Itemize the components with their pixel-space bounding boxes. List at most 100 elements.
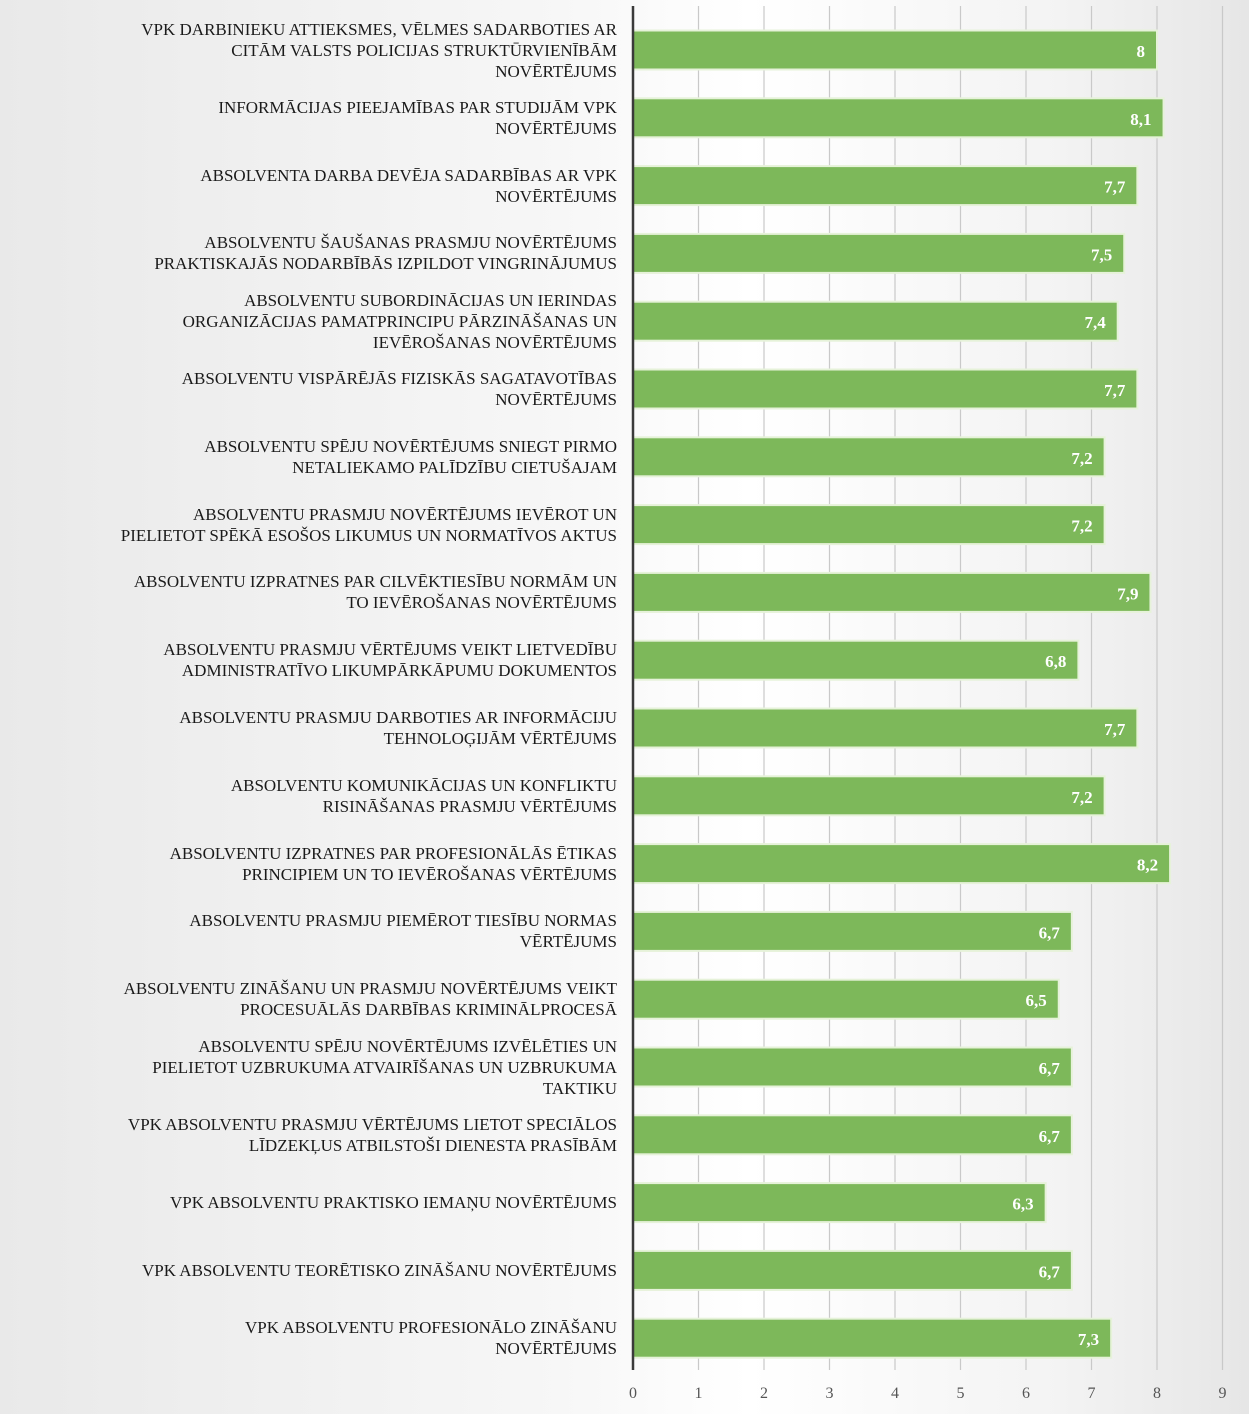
category-label: ABSOLVENTU SPĒJU NOVĒRTĒJUMS IZVĒLĒTIES … [7, 1036, 617, 1099]
category-label-line: PROCESUĀLĀS DARBĪBAS KRIMINĀLPROCESĀ [240, 1000, 617, 1020]
bar [632, 843, 1172, 885]
x-tick-label: 2 [760, 1385, 768, 1402]
bar-value-label: 8,1 [1130, 110, 1151, 129]
bar-value-label: 7,7 [1104, 720, 1126, 739]
category-label-line: NOVĒRTĒJUMS [495, 61, 617, 81]
category-label-line: TAKTIKU [542, 1078, 617, 1098]
x-tick-label: 7 [1088, 1385, 1096, 1402]
category-label-line: LĪDZEKĻUS ATBILSTOŠI DIENESTA PRASĪBĀM [248, 1135, 617, 1155]
category-label: VPK ABSOLVENTU PRAKTISKO IEMAŅU NOVĒRTĒJ… [7, 1192, 617, 1213]
bar [632, 504, 1106, 546]
bar [632, 707, 1139, 749]
x-tick-label: 8 [1153, 1385, 1161, 1402]
bars [632, 29, 1172, 1359]
x-tick-label: 6 [1022, 1385, 1030, 1402]
category-label-line: NOVĒRTĒJUMS [495, 390, 617, 409]
category-label: VPK DARBINIEKU ATTIEKSMES, VĒLMES SADARB… [7, 19, 617, 82]
category-label: ABSOLVENTU SPĒJU NOVĒRTĒJUMS SNIEGT PIRM… [7, 436, 617, 478]
category-label-line: TEHNOLOĢIJĀM VĒRTĒJUMS [383, 729, 617, 748]
category-label-line: INFORMĀCIJAS PIEEJAMĪBAS PAR STUDIJĀM VP… [218, 97, 617, 117]
category-label-line: PRINCIPIEM UN TO IEVĒROŠANAS VĒRTĒJUMS [242, 864, 617, 884]
category-label: ABSOLVENTU ŠAUŠANAS PRASMJU NOVĒRTĒJUMS P… [7, 232, 617, 274]
bar-value-label: 7,2 [1071, 449, 1092, 468]
category-label-line: CITĀM VALSTS POLICIJAS STRUKTŪRVIENĪBĀM [231, 40, 617, 60]
bar-value-label: 7,5 [1091, 245, 1112, 264]
category-label-line: ABSOLVENTU PRASMJU PIEMĒROT TIESĪBU NORM… [189, 911, 617, 931]
category-label: VPK ABSOLVENTU PRASMJU VĒRTĒJUMS LIETOT … [7, 1114, 617, 1156]
category-label-line: VPK ABSOLVENTU TEORĒTISKO ZINĀŠANU NOVĒR… [141, 1260, 617, 1280]
category-label: INFORMĀCIJAS PIEEJAMĪBAS PAR STUDIJĀM VP… [7, 97, 617, 139]
bar-value-label: 6,3 [1012, 1195, 1033, 1214]
category-label-line: ABSOLVENTU SPĒJU NOVĒRTĒJUMS IZVĒLĒTIES … [198, 1036, 617, 1056]
category-label-line: IEVĒROŠANAS NOVĒRTĒJUMS [372, 332, 617, 352]
category-label: VPK ABSOLVENTU PROFESIONĀLO ZINĀŠANU NOVĒ… [7, 1317, 617, 1359]
category-label-line: VPK ABSOLVENTU PROFESIONĀLO ZINĀŠANU [245, 1318, 617, 1338]
bar-value-label: 6,8 [1045, 652, 1066, 671]
category-label-line: ABSOLVENTU IZPRATNES PAR CILVĒKTIESĪBU N… [133, 572, 617, 592]
x-tick-label: 0 [629, 1385, 637, 1402]
category-label: ABSOLVENTU PRASMJU DARBOTIES AR INFORMĀC… [7, 707, 617, 749]
bar [632, 165, 1139, 207]
bar-value-label: 7,7 [1104, 381, 1126, 400]
category-label-line: ADMINISTRATĪVO LIKUMPĀRKĀPUMU DOKUMENTOS [181, 661, 617, 681]
category-label: ABSOLVENTU IZPRATNES PAR PROFESIONĀLĀS Ē… [7, 843, 617, 885]
bar [632, 300, 1119, 342]
category-label-line: NETALIEKAMO PALĪDZĪBU CIETUŠAJAM [292, 457, 617, 477]
x-tick-label: 9 [1219, 1385, 1227, 1402]
category-label: ABSOLVENTU SUBORDINĀCIJAS UN IERINDAS ORG… [7, 290, 617, 353]
data-labels: 8 8,1 7,7 7,5 7,4 7,7 7,2 7,2 7,9 6,8 7,7 7,2 8,2 6,7… [1012, 42, 1158, 1349]
bar-value-label: 6,7 [1039, 1127, 1061, 1146]
bar-value-label: 7,2 [1071, 788, 1092, 807]
bar-value-label: 7,4 [1084, 313, 1106, 332]
bar-value-label: 7,2 [1071, 517, 1092, 536]
category-label-line: VĒRTĒJUMS [519, 932, 617, 952]
category-label-line: ABSOLVENTU KOMUNIKĀCIJAS UN KONFLIKTU [230, 775, 617, 795]
bar-value-label: 8,2 [1137, 856, 1158, 875]
category-label-line: NOVĒRTĒJUMS [495, 186, 617, 206]
category-label: ABSOLVENTU IZPRATNES PAR CILVĒKTIESĪBU N… [7, 571, 617, 613]
x-tick-label: 3 [826, 1385, 834, 1402]
category-label-line: PRAKTISKAJĀS NODARBĪBĀS IZPILDOT VINGRIN… [154, 254, 617, 274]
gridlines [697, 6, 1224, 1370]
bar-value-label: 6,7 [1039, 1262, 1061, 1281]
bar [632, 1249, 1073, 1291]
bar [632, 368, 1139, 410]
category-label-line: ABSOLVENTU ŠAUŠANAS PRASMJU NOVĒRTĒJUMS [204, 233, 617, 253]
category-label-line: ABSOLVENTU IZPRATNES PAR PROFESIONĀLĀS Ē… [169, 843, 617, 863]
category-label-line: VPK ABSOLVENTU PRASMJU VĒRTĒJUMS LIETOT … [127, 1114, 617, 1134]
category-label-line: RISINĀŠANAS PRASMJU VĒRTĒJUMS [322, 796, 617, 816]
bar [632, 571, 1152, 613]
category-label-line: ABSOLVENTU VISPĀRĒJĀS FIZISKĀS SAGATAVOT… [181, 369, 617, 388]
bar-value-label: 6,7 [1039, 1059, 1061, 1078]
bar [632, 978, 1060, 1020]
bar [632, 1114, 1073, 1156]
category-label-line: ABSOLVENTU PRASMJU NOVĒRTĒJUMS IEVĒROT U… [192, 504, 617, 524]
category-label: VPK ABSOLVENTU TEORĒTISKO ZINĀŠANU NOVĒR… [7, 1260, 617, 1281]
category-label-line: ABSOLVENTU ZINĀŠANU UN PRASMJU NOVĒRTĒJU… [123, 979, 617, 999]
category-label-line: ABSOLVENTU SUBORDINĀCIJAS UN IERINDAS [244, 290, 617, 310]
bar [632, 639, 1080, 681]
category-label: ABSOLVENTU PRASMJU VĒRTĒJUMS VEIKT LIETV… [7, 639, 617, 681]
category-label-line: PIELIETOT UZBRUKUMA ATVAIRĪŠANAS UN UZBR… [152, 1057, 617, 1077]
category-label: ABSOLVENTU VISPĀRĒJĀS FIZISKĀS SAGATAVOT… [7, 368, 617, 410]
bar [632, 29, 1158, 71]
category-label-line: ABSOLVENTU PRASMJU DARBOTIES AR INFORMĀC… [179, 708, 617, 727]
category-label: ABSOLVENTU PRASMJU PIEMĒROT TIESĪBU NORM… [7, 910, 617, 952]
bar-value-label: 6,7 [1039, 923, 1061, 942]
category-label-line: VPK ABSOLVENTU PRAKTISKO IEMAŅU NOVĒRTĒJ… [170, 1193, 617, 1213]
category-label-line: ORGANIZĀCIJAS PAMATPRINCIPU PĀRZINĀŠANAS… [182, 311, 617, 331]
category-label-line: NOVĒRTĒJUMS [495, 118, 617, 138]
bar [632, 1046, 1073, 1088]
bar-value-label: 8 [1137, 42, 1146, 61]
bar [632, 910, 1073, 952]
category-label-line: ABSOLVENTU PRASMJU VĒRTĒJUMS VEIKT LIETV… [163, 640, 617, 660]
bar-value-label: 7,9 [1117, 584, 1138, 603]
bar [632, 1317, 1113, 1359]
category-label: ABSOLVENTU PRASMJU NOVĒRTĒJUMS IEVĒROT U… [7, 504, 617, 546]
bar [632, 436, 1106, 478]
x-tick-label: 1 [695, 1385, 703, 1402]
category-label-line: PIELIETOT SPĒKĀ ESOŠOS LIKUMUS UN NORMAT… [120, 525, 617, 545]
category-label-line: ABSOLVENTA DARBA DEVĒJA SADARBĪBAS AR VP… [200, 165, 617, 185]
bar [632, 232, 1126, 274]
